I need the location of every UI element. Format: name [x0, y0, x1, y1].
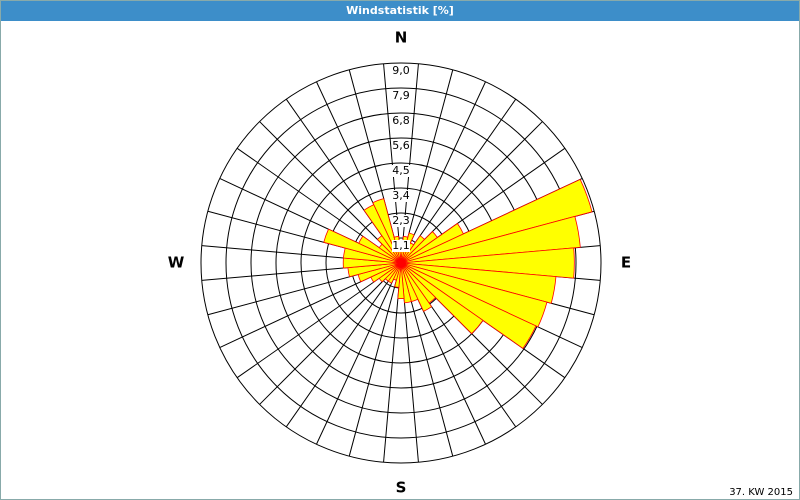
spoke [400, 69, 454, 264]
spoke [348, 262, 402, 457]
tick-label-bg [392, 240, 410, 252]
wedge [400, 178, 593, 264]
chart: 37. KW 2015 1,1 2,3 3,4 4,5 5,6 6,8 7,9 9,0 N E S W [168, 29, 793, 499]
wedge [400, 262, 548, 328]
wedge [358, 235, 402, 264]
tick-label-bg [392, 90, 410, 102]
wedge [323, 228, 402, 264]
r-tick-label: 9,0 [392, 64, 410, 77]
tick-label-bg [392, 165, 410, 177]
compass-label: E [621, 254, 631, 272]
wedge [400, 262, 433, 312]
spoke [400, 81, 486, 264]
footnote: 37. KW 2015 [729, 487, 793, 498]
wedge [400, 262, 412, 304]
spoke [316, 262, 402, 445]
grid-ring [225, 87, 577, 439]
spoke [285, 262, 402, 428]
spoke [400, 63, 419, 264]
tick-label-bg [392, 190, 410, 202]
r-tick-label: 4,5 [392, 164, 410, 177]
compass-label: W [168, 254, 185, 272]
wedge [400, 262, 484, 335]
wedge [400, 262, 537, 349]
chart-title: Windstatistik [%] [1, 1, 799, 21]
spoke [259, 262, 402, 405]
r-tick-label: 2,3 [392, 214, 410, 227]
wedge [397, 262, 405, 299]
r-tick-label: 1,1 [392, 239, 410, 252]
wedge [400, 247, 575, 279]
wedge [400, 215, 581, 264]
compass-label: N [395, 29, 408, 47]
tick-label-bg [392, 65, 410, 77]
r-tick-label: 5,6 [392, 139, 410, 152]
compass-label: S [396, 479, 407, 497]
tick-label-bg [392, 115, 410, 127]
r-tick-label: 7,9 [392, 89, 410, 102]
grid-ring [200, 62, 602, 464]
spoke [383, 63, 402, 264]
tick-label-bg [392, 140, 410, 152]
tick-label-bg [392, 215, 410, 227]
r-tick-label: 3,4 [392, 189, 410, 202]
r-tick-label: 6,8 [392, 114, 410, 127]
